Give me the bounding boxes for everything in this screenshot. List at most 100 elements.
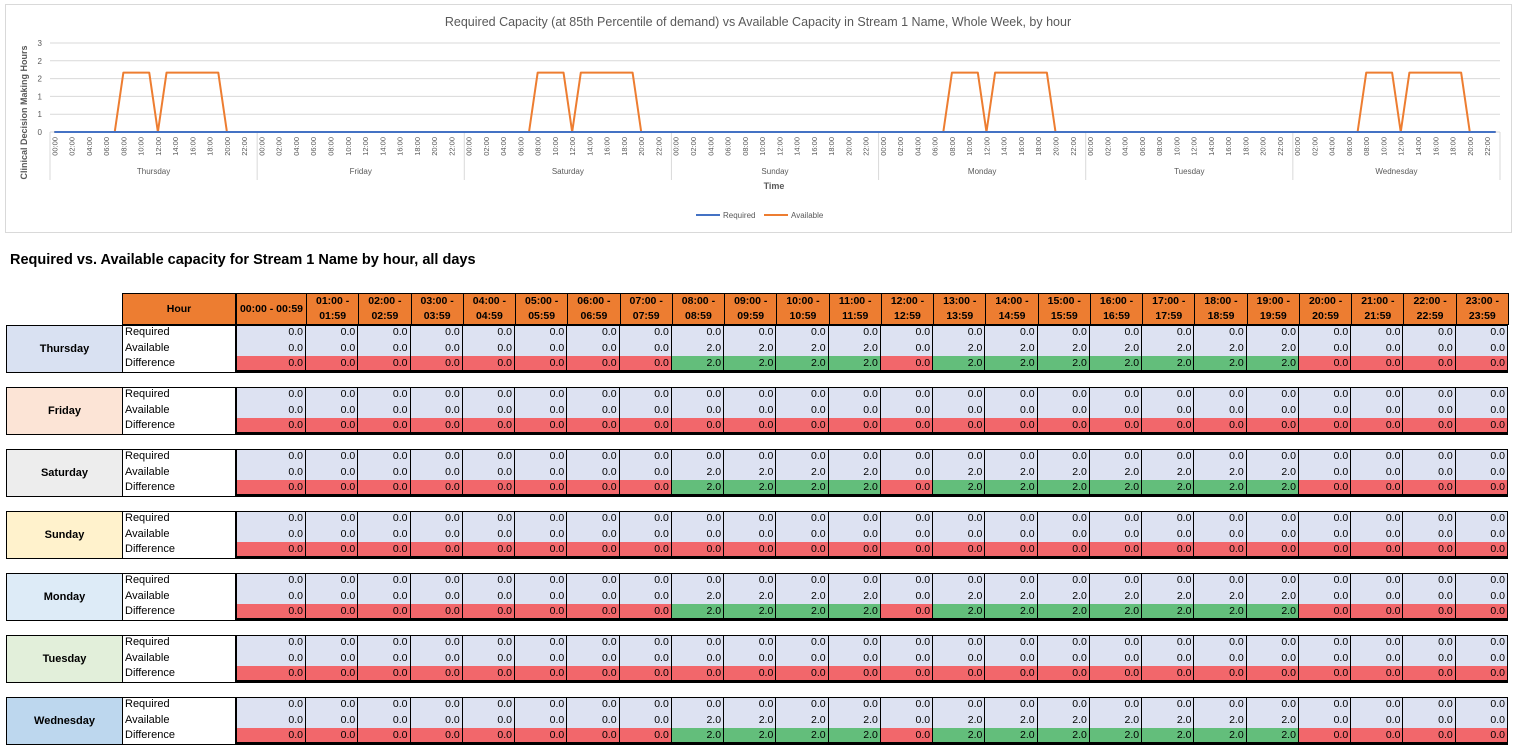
day-label-thursday: Thursday (6, 325, 123, 373)
required-cell: 0.0 (828, 325, 881, 341)
row-label-difference: Difference (125, 543, 175, 555)
available-cell: 0.0 (567, 340, 620, 356)
available-cell: 0.0 (671, 402, 725, 418)
required-cell: 0.0 (1246, 573, 1299, 589)
available-cell: 2.0 (1246, 464, 1299, 480)
x-tick-label: 02:00 (896, 137, 905, 156)
difference-cell: 0.0 (236, 418, 306, 434)
row-label-difference: Difference (125, 667, 175, 679)
hour-range-end: 13:59 (946, 310, 974, 322)
available-cell: 0.0 (671, 650, 725, 666)
x-tick-label: 12:00 (1190, 137, 1199, 156)
difference-cell: 0.0 (515, 728, 568, 744)
available-cell: 0.0 (1298, 526, 1352, 542)
hour-range-start: 04:00 - (472, 295, 507, 307)
available-cell: 2.0 (776, 464, 829, 480)
required-cell: 0.0 (515, 573, 568, 589)
difference-cell: 2.0 (1246, 480, 1299, 496)
x-tick-label: 18:00 (1034, 137, 1043, 156)
row-label-available: Available (125, 527, 170, 540)
x-tick-label: 22:00 (654, 137, 663, 156)
difference-cell: 0.0 (358, 666, 411, 682)
difference-cell: 0.0 (880, 418, 934, 434)
row-label-box (122, 511, 236, 559)
x-tick-label: 12:00 (154, 137, 163, 156)
difference-cell: 0.0 (776, 418, 829, 434)
available-cell: 0.0 (358, 340, 411, 356)
y-tick-label: 2 (38, 57, 43, 66)
available-cell: 0.0 (306, 712, 359, 728)
x-tick-label: 04:00 (499, 137, 508, 156)
x-tick-label: 00:00 (672, 137, 681, 156)
difference-cell: 2.0 (933, 728, 986, 744)
hour-header-cell: 09:00 - 09:59 (724, 293, 778, 325)
required-cell: 0.0 (671, 325, 725, 341)
difference-cell: 0.0 (828, 418, 881, 434)
difference-cell: 0.0 (410, 542, 463, 558)
available-cell: 0.0 (1298, 340, 1352, 356)
available-cell: 0.0 (985, 402, 1038, 418)
available-cell: 2.0 (1089, 712, 1143, 728)
difference-cell: 0.0 (236, 542, 306, 558)
day-label-wednesday: Wednesday (6, 697, 123, 745)
x-tick-label: 08:00 (1155, 137, 1164, 156)
day-group-label: Monday (968, 167, 996, 176)
available-cell: 2.0 (933, 712, 986, 728)
available-cell: 0.0 (515, 340, 568, 356)
difference-cell: 0.0 (1298, 604, 1352, 620)
x-tick-label: 22:00 (862, 137, 871, 156)
difference-cell: 0.0 (236, 604, 306, 620)
required-cell: 0.0 (1037, 511, 1090, 527)
available-cell: 0.0 (880, 464, 934, 480)
required-cell: 0.0 (828, 697, 881, 713)
x-tick-label: 14:00 (378, 137, 387, 156)
required-cell: 0.0 (1403, 449, 1456, 465)
hour-header-cell: 11:00 - 11:59 (828, 293, 882, 325)
required-cell: 0.0 (1403, 325, 1456, 341)
available-cell: 0.0 (462, 526, 516, 542)
required-cell: 0.0 (462, 697, 516, 713)
x-tick-label: 10:00 (344, 137, 353, 156)
required-cell: 0.0 (410, 387, 463, 403)
difference-cell: 0.0 (1455, 604, 1508, 620)
difference-cell: 2.0 (1246, 356, 1299, 372)
row-label-difference: Difference (125, 605, 175, 617)
difference-cell: 0.0 (358, 356, 411, 372)
hour-header-cell: 12:00 - 12:59 (880, 293, 935, 325)
x-tick-label: 22:00 (447, 137, 456, 156)
x-tick-label: 10:00 (551, 137, 560, 156)
day-group-label: Tuesday (1174, 167, 1204, 176)
row-label-available: Available (125, 465, 170, 478)
available-cell: 0.0 (410, 526, 463, 542)
row-label-difference: Difference (125, 419, 175, 431)
difference-cell: 0.0 (462, 418, 516, 434)
x-tick-label: 06:00 (516, 137, 525, 156)
difference-cell: 0.0 (1298, 418, 1352, 434)
required-cell: 0.0 (410, 325, 463, 341)
difference-cell: 0.0 (462, 666, 516, 682)
required-cell: 0.0 (462, 387, 516, 403)
required-cell: 0.0 (1403, 697, 1456, 713)
required-cell: 0.0 (1194, 573, 1247, 589)
difference-cell: 0.0 (515, 356, 568, 372)
required-cell: 0.0 (306, 449, 359, 465)
row-label-box (122, 573, 236, 621)
available-cell: 0.0 (828, 526, 881, 542)
available-cell: 0.0 (236, 464, 306, 480)
difference-cell: 0.0 (619, 356, 672, 372)
available-cell: 0.0 (358, 526, 411, 542)
day-values-border (236, 635, 1508, 683)
difference-cell: 0.0 (724, 666, 777, 682)
x-tick-label: 02:00 (68, 137, 77, 156)
available-cell: 0.0 (776, 402, 829, 418)
available-cell: 0.0 (1142, 650, 1195, 666)
difference-cell: 2.0 (1089, 480, 1143, 496)
difference-cell: 2.0 (1089, 604, 1143, 620)
x-tick-label: 06:00 (1138, 137, 1147, 156)
available-cell: 0.0 (236, 650, 306, 666)
difference-cell: 0.0 (236, 666, 306, 682)
required-cell: 0.0 (1194, 635, 1247, 651)
difference-cell: 0.0 (1403, 728, 1456, 744)
required-cell: 0.0 (567, 449, 620, 465)
available-cell: 0.0 (358, 650, 411, 666)
